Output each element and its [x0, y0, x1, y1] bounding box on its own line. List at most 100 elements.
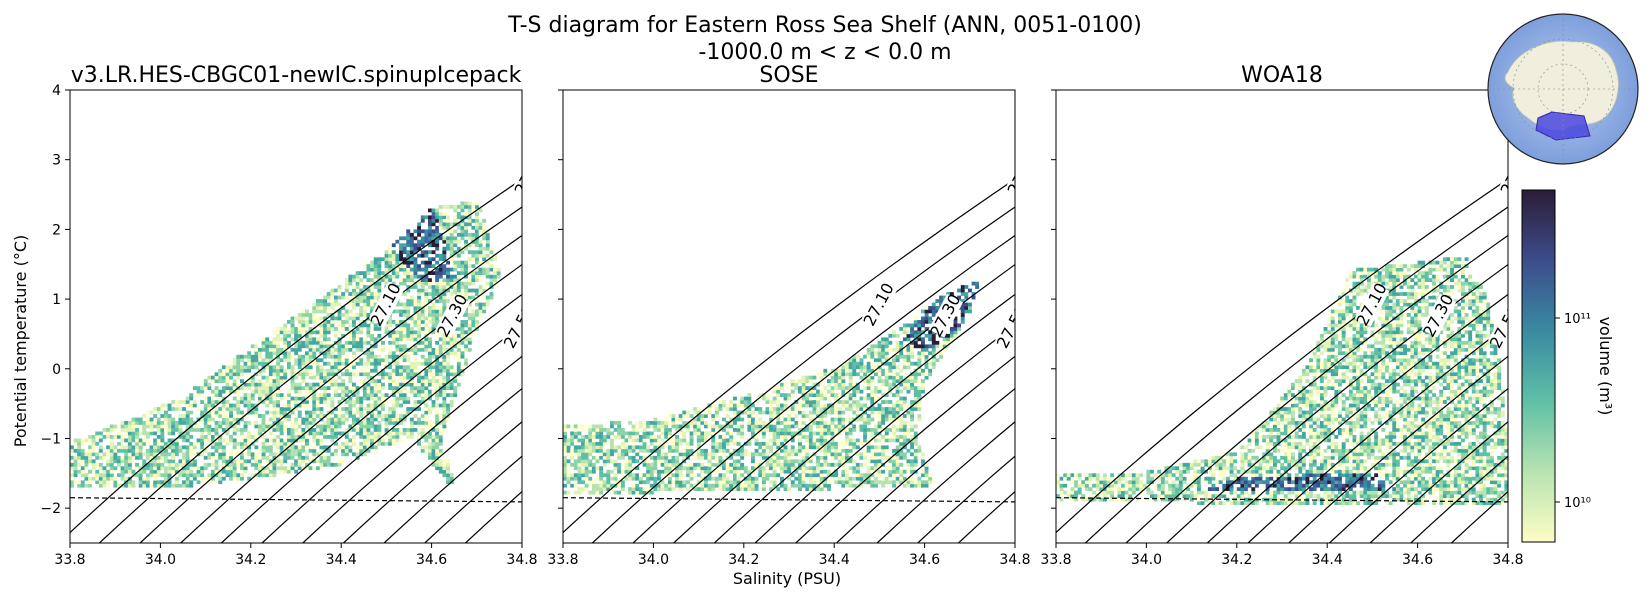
volume-cell [754, 483, 759, 488]
volume-cell [214, 389, 219, 394]
volume-cell [431, 421, 436, 425]
volume-cell [359, 281, 364, 286]
volume-cell [279, 431, 284, 436]
volume-cell [783, 382, 788, 387]
volume-cell [602, 483, 607, 488]
volume-cell [635, 452, 640, 457]
volume-cell [308, 320, 313, 324]
volume-cell [845, 361, 849, 366]
volume-cell [780, 466, 784, 471]
volume-cell [740, 417, 745, 422]
volume-cell [801, 386, 806, 390]
volume-cell [413, 393, 418, 397]
volume-cell [366, 351, 371, 356]
volume-cell [489, 292, 494, 296]
volume-cell [370, 407, 374, 411]
volume-cell [211, 469, 215, 474]
volume-cell [428, 215, 432, 220]
volume-cell [182, 466, 186, 471]
volume-cell [624, 466, 629, 471]
volume-cell [863, 424, 867, 429]
volume-cell [617, 455, 622, 460]
volume-cell [417, 323, 421, 328]
volume-cell [606, 469, 611, 474]
volume-cell [221, 414, 226, 418]
volume-cell [102, 466, 107, 471]
volume-cell [95, 441, 100, 446]
volume-cell [471, 243, 476, 248]
volume-cell [704, 466, 708, 471]
volume-cell [769, 400, 773, 404]
volume-cell [471, 271, 476, 275]
volume-cell [682, 483, 687, 488]
volume-cell [135, 417, 139, 422]
volume-cell [294, 361, 299, 366]
volume-cell [355, 278, 360, 282]
volume-cell [613, 490, 618, 495]
volume-cell [446, 288, 450, 293]
volume-cell [689, 466, 694, 471]
volume-cell [377, 421, 382, 425]
volume-cell [323, 379, 327, 383]
volume-cell [337, 375, 342, 380]
volume-cell [783, 469, 788, 474]
volume-cell [117, 435, 121, 439]
volume-cell [265, 351, 270, 356]
volume-cell [250, 421, 255, 425]
volume-cell [294, 344, 299, 349]
volume-cell [841, 441, 846, 446]
volume-cell [402, 292, 407, 296]
volume-cell [725, 403, 730, 408]
volume-cell [485, 302, 490, 307]
volume-cell [685, 410, 690, 415]
volume-cell [420, 421, 425, 425]
volume-cell [88, 480, 92, 485]
volume-cell [841, 365, 846, 370]
volume-cell [464, 358, 468, 363]
volume-cell [272, 393, 277, 397]
volume-cell [334, 358, 338, 363]
volume-cell [334, 379, 338, 383]
volume-cell [471, 316, 476, 321]
volume-cell [467, 327, 472, 331]
volume-cell [200, 473, 205, 478]
volume-cell [446, 271, 450, 275]
volume-cell [747, 487, 752, 491]
volume-cell [326, 448, 331, 453]
volume-cell [758, 445, 763, 450]
volume-cell [297, 421, 302, 425]
volume-cell [127, 435, 132, 439]
volume-cell [584, 435, 589, 439]
volume-cell [355, 417, 360, 422]
volume-cell [714, 410, 719, 415]
volume-cell [373, 445, 378, 450]
volume-cell [711, 424, 716, 429]
volume-cell [243, 424, 248, 429]
volume-cell [787, 448, 792, 453]
volume-cell [395, 435, 400, 439]
volume-cell [438, 267, 443, 272]
volume-cell [182, 459, 186, 464]
volume-cell [704, 480, 708, 485]
volume-cell [471, 278, 476, 282]
volume-cell [438, 257, 443, 262]
volume-cell [98, 462, 103, 467]
volume-cell [355, 386, 360, 390]
volume-cell [388, 274, 393, 279]
volume-cell [207, 417, 212, 422]
volume-cell [268, 445, 273, 450]
volume-cell [591, 445, 596, 450]
volume-cell [577, 466, 582, 471]
volume-cell [402, 313, 407, 317]
volume-cell [743, 487, 748, 491]
volume-cell [801, 379, 806, 383]
volume-cell [420, 239, 425, 244]
volume-cell [312, 452, 317, 457]
volume-cell [373, 323, 378, 328]
volume-cell [783, 445, 788, 450]
volume-cell [424, 271, 429, 275]
volume-cell [91, 459, 96, 464]
volume-cell [635, 448, 640, 453]
volume-cell [77, 462, 82, 467]
volume-cell [265, 428, 270, 432]
